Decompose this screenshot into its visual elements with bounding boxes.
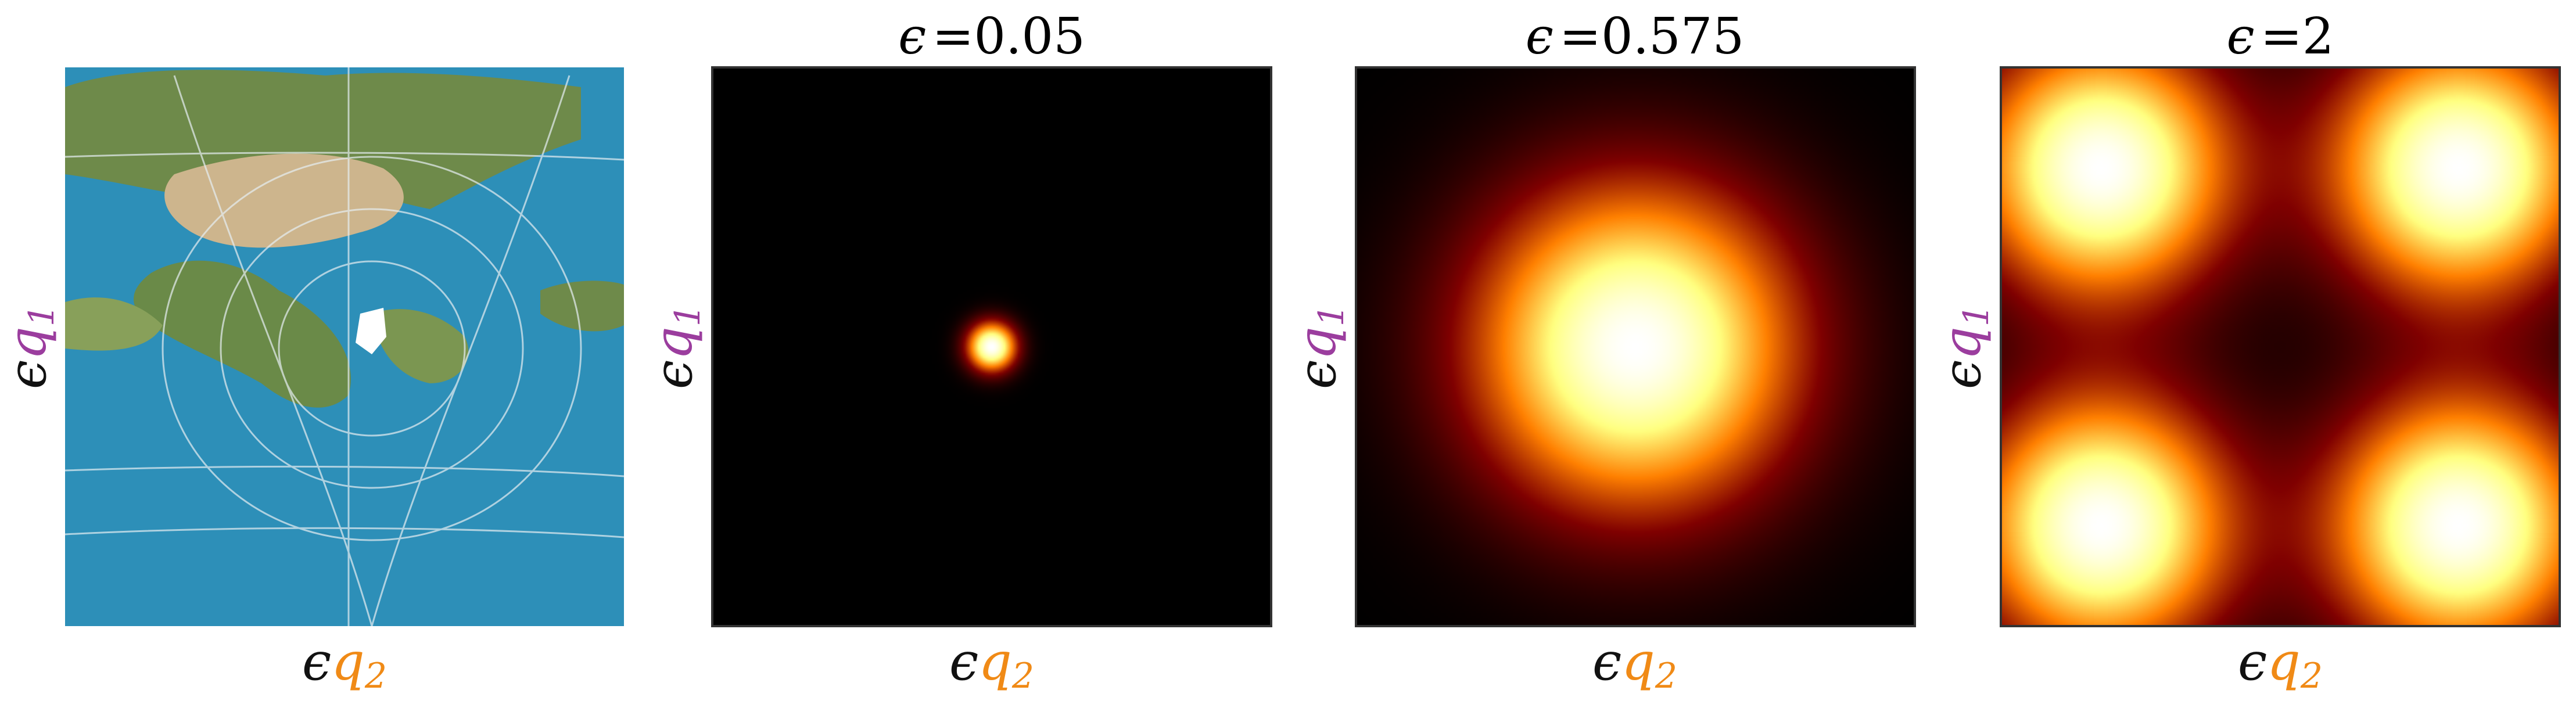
panel4-title-value: 2 [2302, 8, 2334, 66]
panel2-title: ϵ =0.05 [898, 8, 1085, 66]
panel-eps-2: ϵ =2 ϵq1 ϵq2 [1932, 8, 2561, 696]
map-ice [356, 308, 386, 354]
panel3-xlabel-var: q [1621, 631, 1655, 692]
panel3-title: ϵ =0.575 [1526, 8, 1744, 66]
map-desert [164, 153, 404, 248]
panel4-title-eq: = [2261, 8, 2302, 66]
heatmap-2-image [1356, 67, 1915, 626]
panel4-title: ϵ =2 [2227, 8, 2334, 66]
panel3-ylabel-prefix: ϵ [1287, 360, 1348, 389]
panel3-xlabel-prefix: ϵ [1592, 631, 1621, 692]
heatmap-2-frame [1355, 66, 1916, 627]
map-land-east [540, 281, 624, 332]
panel3-xlabel-sub: 2 [1655, 656, 1677, 696]
panel-eps-0-575: ϵ =0.575 ϵq1 ϵq2 [1287, 8, 1916, 696]
panel2-title-eps: ϵ [898, 8, 926, 66]
panel2-ylabel-var: q [643, 326, 704, 360]
panel1-ylabel-sub: 1 [21, 304, 62, 326]
panel1-ylabel-prefix: ϵ [0, 360, 58, 389]
heatmap-1-frame [711, 66, 1272, 627]
panel2-ylabel: ϵq1 [643, 304, 708, 389]
panel2-ylabel-prefix: ϵ [643, 360, 704, 389]
panel2-ylabel-sub: 1 [668, 304, 708, 326]
panel-eps-0-05: ϵ =0.05 ϵq1 ϵq2 [643, 8, 1272, 696]
panel4-ylabel-sub: 1 [1956, 304, 1997, 326]
panel3-ylabel-var: q [1287, 326, 1348, 360]
map-image [65, 67, 624, 626]
panel4-title-eps: ϵ [2227, 8, 2255, 66]
map-land-south [134, 260, 351, 408]
panel3-xlabel: ϵq2 [1592, 631, 1677, 696]
heatmap-3-image [2001, 67, 2560, 626]
panel4-xlabel-prefix: ϵ [2238, 631, 2267, 692]
panel4-ylabel: ϵq1 [1932, 304, 1997, 389]
panel2-xlabel-var: q [978, 631, 1012, 692]
map-graticule [65, 67, 624, 626]
panel2-xlabel-sub: 2 [1011, 656, 1034, 696]
panel4-xlabel-sub: 2 [2300, 656, 2323, 696]
panel1-xlabel-sub: 2 [364, 656, 387, 696]
panel3-title-eps: ϵ [1526, 8, 1554, 66]
map-land-island [372, 309, 469, 383]
heatmap-1 [711, 66, 1272, 627]
panel4-xlabel: ϵq2 [2238, 631, 2323, 696]
panel2-title-eq: = [932, 8, 974, 66]
heatmap-3 [2000, 66, 2561, 627]
map-land-west [65, 297, 163, 351]
panel-map: ϵq1 ϵq2 [0, 67, 624, 696]
panel4-xlabel-var: q [2267, 631, 2301, 692]
panel2-title-value: 0.05 [974, 8, 1085, 66]
panel3-title-eq: = [1559, 8, 1601, 66]
panel4-ylabel-var: q [1932, 326, 1993, 360]
panel4-ylabel-prefix: ϵ [1932, 360, 1993, 389]
heatmap-1-image [712, 67, 1271, 626]
panel3-title-value: 0.575 [1601, 8, 1744, 66]
panel3-ylabel-sub: 1 [1311, 304, 1352, 326]
panel2-xlabel: ϵq2 [949, 631, 1034, 696]
heatmap-2 [1355, 66, 1916, 627]
panel1-xlabel-var: q [331, 631, 365, 692]
panel2-xlabel-prefix: ϵ [949, 631, 978, 692]
panel1-xlabel-prefix: ϵ [302, 631, 331, 692]
heatmap-3-frame [2000, 66, 2561, 627]
panel1-ylabel-var: q [0, 326, 58, 360]
panel1-ylabel: ϵq1 [0, 304, 62, 389]
panel1-xlabel: ϵq2 [302, 631, 387, 696]
panel3-ylabel: ϵq1 [1287, 304, 1352, 389]
